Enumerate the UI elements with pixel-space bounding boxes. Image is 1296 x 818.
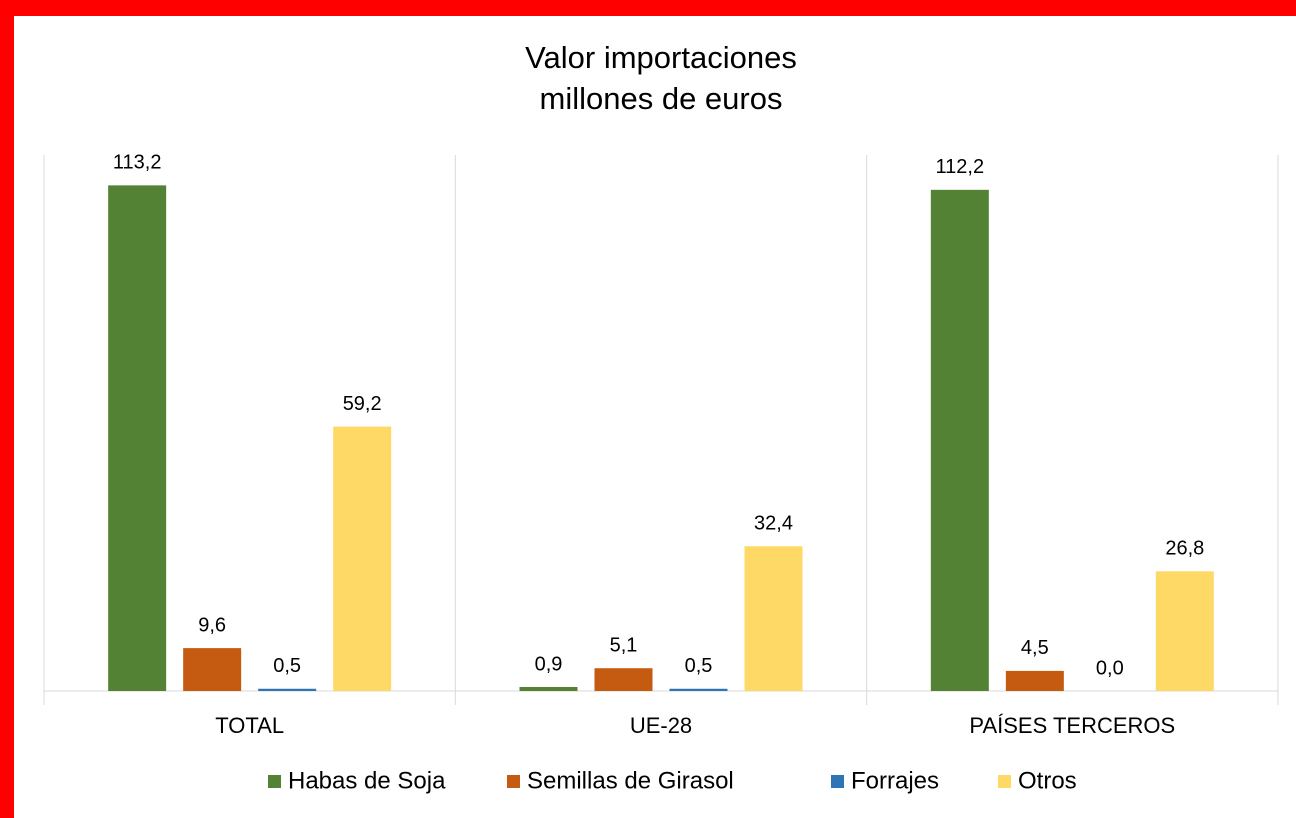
bar <box>1005 670 1064 691</box>
data-label: 0,0 <box>1096 657 1124 679</box>
bar <box>183 648 242 691</box>
chart-subtitle: millones de euros <box>540 81 783 116</box>
data-label: 9,6 <box>198 614 226 636</box>
bar <box>333 426 392 691</box>
bar <box>519 686 578 691</box>
legend-swatch <box>831 775 844 788</box>
legend-swatch <box>998 775 1011 788</box>
bar <box>930 189 989 691</box>
x-tick-label: UE-28 <box>630 713 692 738</box>
data-label: 0,5 <box>685 655 713 677</box>
data-label: 0,9 <box>535 653 563 675</box>
data-label: 26,8 <box>1165 538 1204 560</box>
data-label: 112,2 <box>936 156 985 178</box>
legend-label: Habas de Soja <box>288 767 446 794</box>
x-tick-label: TOTAL <box>215 713 284 738</box>
border-left <box>0 0 14 818</box>
data-label: 0,5 <box>273 655 301 677</box>
bar <box>108 185 167 691</box>
x-tick-label: PAÍSES TERCEROS <box>969 713 1175 738</box>
legend-swatch <box>507 775 520 788</box>
legend-label: Semillas de Girasol <box>527 767 734 794</box>
bar <box>258 688 317 691</box>
data-label: 59,2 <box>343 393 382 415</box>
legend-label: Otros <box>1018 767 1077 794</box>
bar <box>594 668 653 691</box>
data-label: 5,1 <box>610 635 638 657</box>
legend-label: Forrajes <box>851 767 939 794</box>
bar <box>669 688 728 691</box>
data-label: 4,5 <box>1021 637 1049 659</box>
legend-swatch <box>268 775 281 788</box>
border-top <box>0 0 1296 16</box>
bar <box>1155 571 1214 691</box>
data-label: 32,4 <box>754 513 793 535</box>
chart-title: Valor importaciones <box>525 40 797 75</box>
data-label: 113,2 <box>113 152 162 174</box>
bar <box>744 546 803 691</box>
